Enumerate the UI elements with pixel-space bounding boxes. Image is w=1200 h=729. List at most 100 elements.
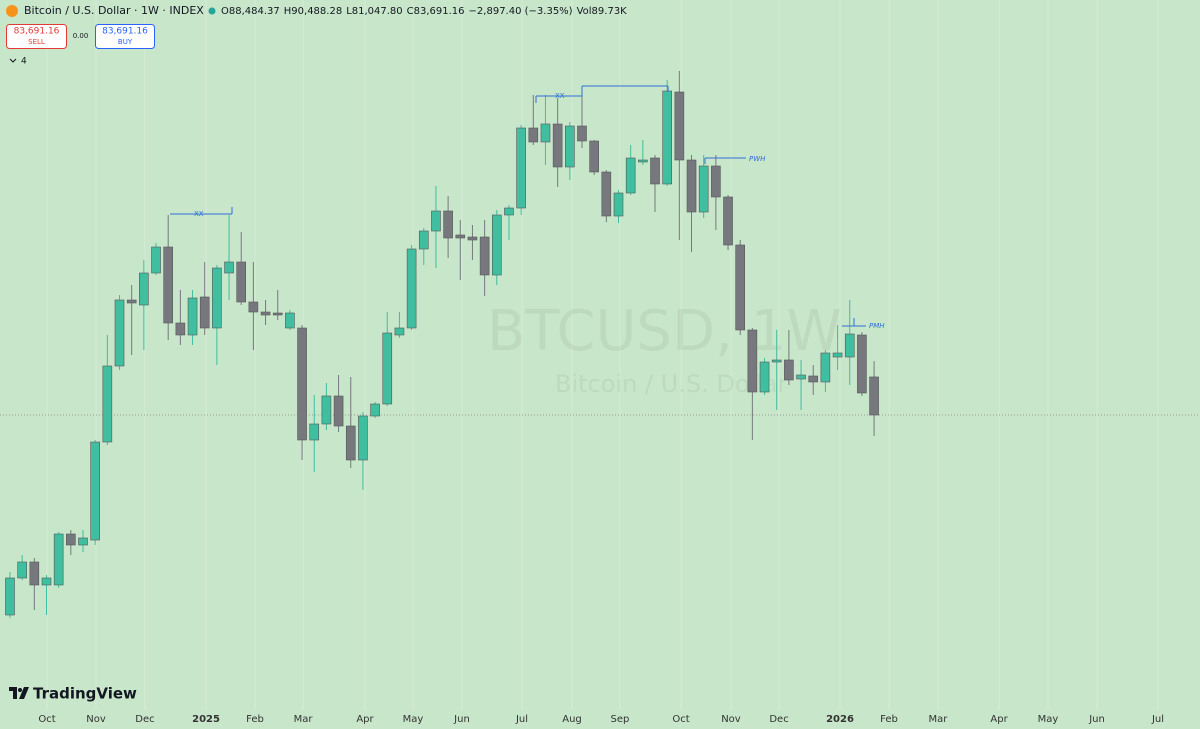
candle-body [784, 359, 794, 381]
x-tick-label: 2025 [192, 714, 220, 725]
candle-body [638, 159, 648, 163]
candle-body [333, 395, 344, 427]
candle-body [224, 261, 234, 274]
grid [46, 0, 1159, 710]
symbol-name[interactable]: Bitcoin / U.S. Dollar · 1W · INDEX [24, 4, 204, 17]
sell-price: 83,691.16 [14, 27, 60, 37]
drawings [170, 85, 866, 327]
x-tick-label: Mar [294, 714, 314, 725]
x-tick-label: Jul [1151, 714, 1164, 725]
candle-body [577, 125, 587, 142]
open: O88,484.37 [221, 6, 280, 17]
annotation: XX [194, 210, 204, 218]
candle-body [66, 533, 76, 546]
candle-body [78, 537, 88, 546]
level-line [170, 207, 233, 215]
logo-shape [19, 687, 29, 699]
candle-body [686, 159, 697, 213]
candle-body [199, 296, 210, 329]
annotation: XX [555, 92, 565, 100]
annotations: XX XX PWH [194, 92, 565, 218]
candle-body [139, 272, 149, 306]
candle-body [869, 376, 879, 416]
market-status [208, 7, 216, 15]
logo-shape [18, 688, 22, 692]
candle-body [844, 333, 855, 358]
sell-button[interactable] [6, 24, 67, 49]
candle-body [175, 322, 186, 336]
candle-body [613, 192, 624, 217]
candle-body [382, 332, 393, 405]
candle-body [832, 352, 843, 358]
candle-body [358, 415, 368, 461]
buy-button[interactable] [95, 24, 155, 49]
candle-body [467, 236, 478, 241]
low: L81,047.80 [346, 6, 402, 17]
buy-price: 83,691.16 [102, 27, 148, 37]
candle-body [406, 248, 417, 329]
candles [0, 71, 1200, 618]
candle-body [516, 127, 526, 209]
candle-body [163, 246, 173, 324]
x-tick-label: Nov [721, 714, 741, 725]
spread: 0.00 [73, 32, 89, 40]
candle-body [151, 246, 161, 274]
x-tick-label: Jun [1088, 714, 1105, 725]
candle-body [747, 329, 758, 393]
sell-label: SELL [28, 38, 45, 46]
level-line [704, 157, 746, 164]
x-tick-label: Oct [38, 714, 55, 725]
candle-body [431, 210, 441, 232]
x-tick-label: May [403, 714, 424, 725]
candle-body [212, 267, 222, 329]
candle-body [17, 561, 27, 579]
x-tick-label: Apr [990, 714, 1008, 725]
x-tick-label: Oct [672, 714, 689, 725]
annotation: PMH [869, 322, 885, 330]
x-tick-label: Mar [929, 714, 949, 725]
x-tick-label: Dec [769, 714, 788, 725]
candle-body [625, 157, 636, 194]
candle-body [236, 261, 247, 303]
x-tick-label: Apr [356, 714, 374, 725]
candle-body [443, 210, 453, 239]
candle-body [662, 90, 672, 185]
candle-body [650, 157, 660, 185]
x-axis: Oct Nov Dec 2025 Feb Mar Apr May Jun Jul Aug Sep Oct… [38, 714, 1164, 725]
annotation: PWH [749, 155, 766, 163]
change: −2,897.40 (−3.35%) [469, 6, 573, 17]
x-tick-label: 2026 [826, 714, 854, 725]
candle-body [309, 423, 320, 441]
candle-body [394, 327, 405, 336]
brand-name: TradingView [33, 685, 137, 703]
candle-body [5, 577, 15, 616]
candle-body [674, 91, 685, 161]
buy-label: BUY [118, 38, 133, 46]
x-tick-label: May [1038, 714, 1059, 725]
candle-body [552, 123, 563, 168]
candle-body [698, 165, 709, 213]
collapse-chevron[interactable] [9, 58, 17, 63]
candle-body [260, 311, 271, 316]
ohlc: O88,484.37 H90,488.28 L81,047.80 C83,691.16… [221, 6, 627, 17]
candle-body [90, 441, 100, 541]
watermark-symbol: BTCUSD, 1W [487, 299, 842, 364]
candle-body [796, 374, 806, 380]
high: H90,488.28 [284, 6, 342, 17]
candle-body [820, 352, 831, 383]
x-tick-label: Nov [86, 714, 106, 725]
x-tick-label: Sep [611, 714, 630, 725]
candle-body [771, 359, 782, 363]
candle-body [126, 299, 137, 304]
candle-body [491, 214, 502, 276]
candle-body [759, 361, 770, 393]
candle-body [345, 425, 356, 461]
indicators-count[interactable]: 4 [21, 57, 27, 67]
x-tick-label: Aug [562, 714, 582, 725]
candle-body [528, 127, 539, 143]
symbol-icon [6, 5, 18, 17]
candle-body [565, 125, 575, 168]
